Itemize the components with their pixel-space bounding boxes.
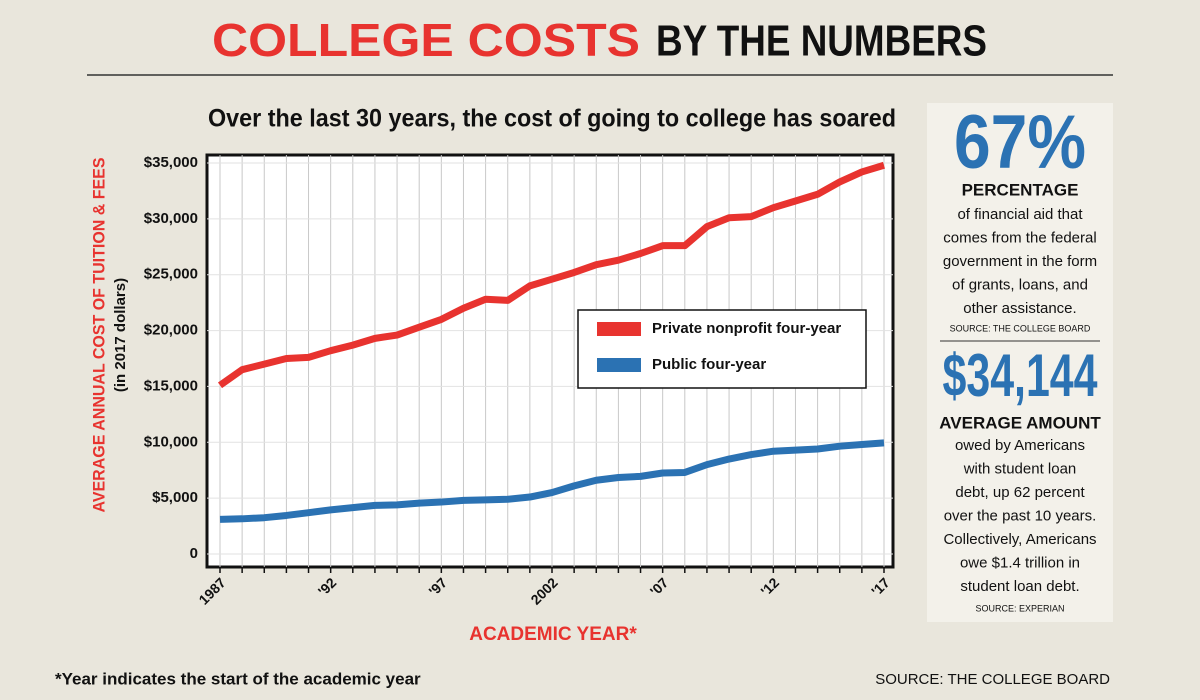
axes: 0 $5,000 $10,000 $15,000 $20,000 $25,000 $30,0… [144,154,893,608]
legend: Private nonprofit four-year Public four-y… [577,309,867,389]
y-axis-label: AVERAGE ANNUAL COST OF TUITION & FEES [89,158,108,513]
stat-label: PERCENTAGE [962,180,1079,199]
stat-source: SOURCE: EXPERIAN [975,603,1064,613]
series-line [219,439,885,523]
y-axis-sublabel: (in 2017 dollars) [112,278,129,392]
y-tick-label: $15,000 [144,377,198,394]
title-rest: BY THE NUMBERS [656,17,987,66]
stat-text: other assistance. [963,300,1076,317]
x-axis-label: ACADEMIC YEAR* [469,624,637,645]
y-tick-label: 0 [190,545,198,562]
stat-text: of grants, loans, and [952,276,1088,293]
stat-source: SOURCE: THE COLLEGE BOARD [950,323,1091,333]
footnote: *Year indicates the start of the academi… [55,669,421,688]
stat-value: $34,144 [943,342,1098,409]
sidebar-panel [927,103,1113,622]
y-tick-label: $10,000 [144,433,198,450]
stat-text: Collectively, Americans [943,531,1096,548]
y-tick-label: $35,000 [144,154,198,171]
legend-swatch [597,358,641,372]
lines [217,161,886,523]
source: SOURCE: THE COLLEGE BOARD [875,671,1110,688]
stat-text: government in the form [943,253,1097,270]
y-tick-label: $20,000 [144,322,198,339]
stat-text: of financial aid that [957,206,1083,223]
legend-label: Public four-year [652,356,766,373]
series-line [217,161,886,389]
y-tick-label: $25,000 [144,266,198,283]
stat-label: AVERAGE AMOUNT [939,413,1101,432]
stat-value: 67% [954,100,1086,185]
stat-text: student loan debt. [960,578,1079,595]
stat-text: owe $1.4 trillion in [960,554,1080,571]
stat-text: debt, up 62 percent [955,484,1085,501]
title-highlight: COLLEGE COSTS [212,14,640,66]
stat-text: comes from the federal [943,229,1096,246]
stat-text: over the past 10 years. [944,507,1097,524]
stat-text: owed by Americans [955,437,1085,454]
y-tick-label: $5,000 [152,489,198,506]
legend-swatch [597,322,641,336]
y-tick-label: $30,000 [144,210,198,227]
chart-title: Over the last 30 years, the cost of goin… [208,105,896,133]
stat-text: with student loan [963,460,1077,477]
legend-label: Private nonprofit four-year [652,320,841,337]
sidebar: 67% PERCENTAGE SOURCE: THE COLLEGE BOARD… [939,100,1101,613]
